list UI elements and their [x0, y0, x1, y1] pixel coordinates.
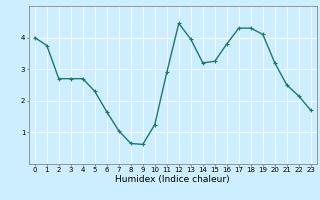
X-axis label: Humidex (Indice chaleur): Humidex (Indice chaleur) — [116, 175, 230, 184]
